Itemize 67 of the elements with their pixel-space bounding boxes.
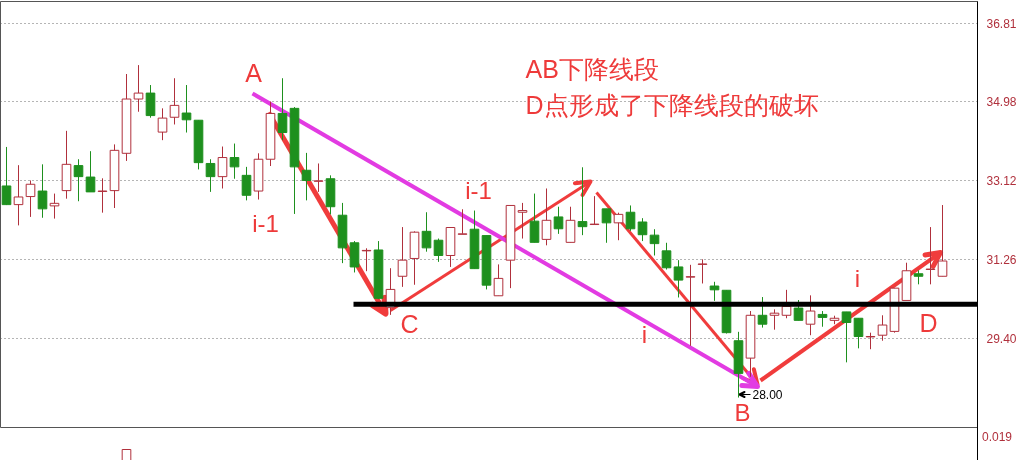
candlestick (205, 158, 216, 193)
y-tick-label: 34.98 (986, 95, 1017, 110)
candlestick (37, 163, 48, 219)
candlestick (397, 226, 408, 288)
annotation: 28.00 (752, 388, 783, 402)
candlestick (757, 296, 768, 329)
annotation: i-1 (252, 210, 279, 237)
candlestick (925, 226, 936, 285)
candlestick (661, 242, 672, 270)
y-tick-label: 31.26 (986, 252, 1017, 267)
annotation: i (641, 321, 648, 348)
y-tick-label: 33.12 (986, 173, 1017, 188)
candlestick (625, 204, 636, 232)
candlestick (769, 308, 780, 331)
candlestick (673, 259, 684, 298)
candlestick (541, 188, 552, 246)
candlestick (217, 146, 228, 189)
annotation: C (400, 309, 419, 338)
candlestick (433, 238, 444, 263)
annotation: A (245, 58, 263, 87)
candlestick (25, 179, 36, 218)
candlestick (169, 77, 180, 125)
candlestick (133, 64, 144, 113)
candlestick (853, 317, 864, 349)
text: 0.019 (982, 430, 1013, 444)
annotation: i (854, 265, 861, 292)
candlestick (937, 204, 948, 277)
candlestick (697, 258, 708, 284)
candlestick (1, 146, 12, 206)
candlestick (277, 77, 288, 141)
candlestick (517, 202, 528, 240)
candlestick (73, 158, 84, 202)
candlestick (421, 211, 432, 253)
candlestick (157, 107, 168, 141)
candlestick (601, 208, 612, 244)
candlestick (457, 208, 468, 235)
candlestick (649, 228, 660, 256)
candlestick (613, 212, 624, 241)
y-tick-label: 36.81 (986, 17, 1017, 32)
annotation: AB下降线段 (525, 54, 659, 83)
candlestick (13, 164, 24, 226)
candlestick (313, 162, 324, 193)
candlestick (565, 206, 576, 243)
candlestick (577, 166, 588, 236)
candlestick (301, 152, 312, 201)
y-tick-label: 29.40 (986, 331, 1017, 346)
candlestick (841, 311, 852, 363)
candlestick (145, 84, 156, 119)
candlestick (97, 177, 108, 214)
candlestick (637, 217, 648, 242)
candlestick (229, 143, 240, 180)
candlestick (49, 193, 60, 220)
candlestick (85, 150, 96, 193)
annotation: D (919, 308, 938, 337)
candlestick (589, 195, 600, 226)
candlestick (553, 206, 564, 235)
candlestick (181, 84, 192, 134)
candlestick (241, 166, 252, 201)
candlestick (493, 263, 504, 297)
candlestick (709, 281, 720, 302)
candlestick (685, 264, 696, 347)
annotation: D点形成了下降线段的破坏 (525, 90, 819, 119)
candlestick (805, 294, 816, 336)
annotation: B (734, 399, 751, 426)
candlestick (877, 314, 888, 342)
annotation: i-1 (465, 177, 492, 204)
candlestick (529, 193, 540, 243)
